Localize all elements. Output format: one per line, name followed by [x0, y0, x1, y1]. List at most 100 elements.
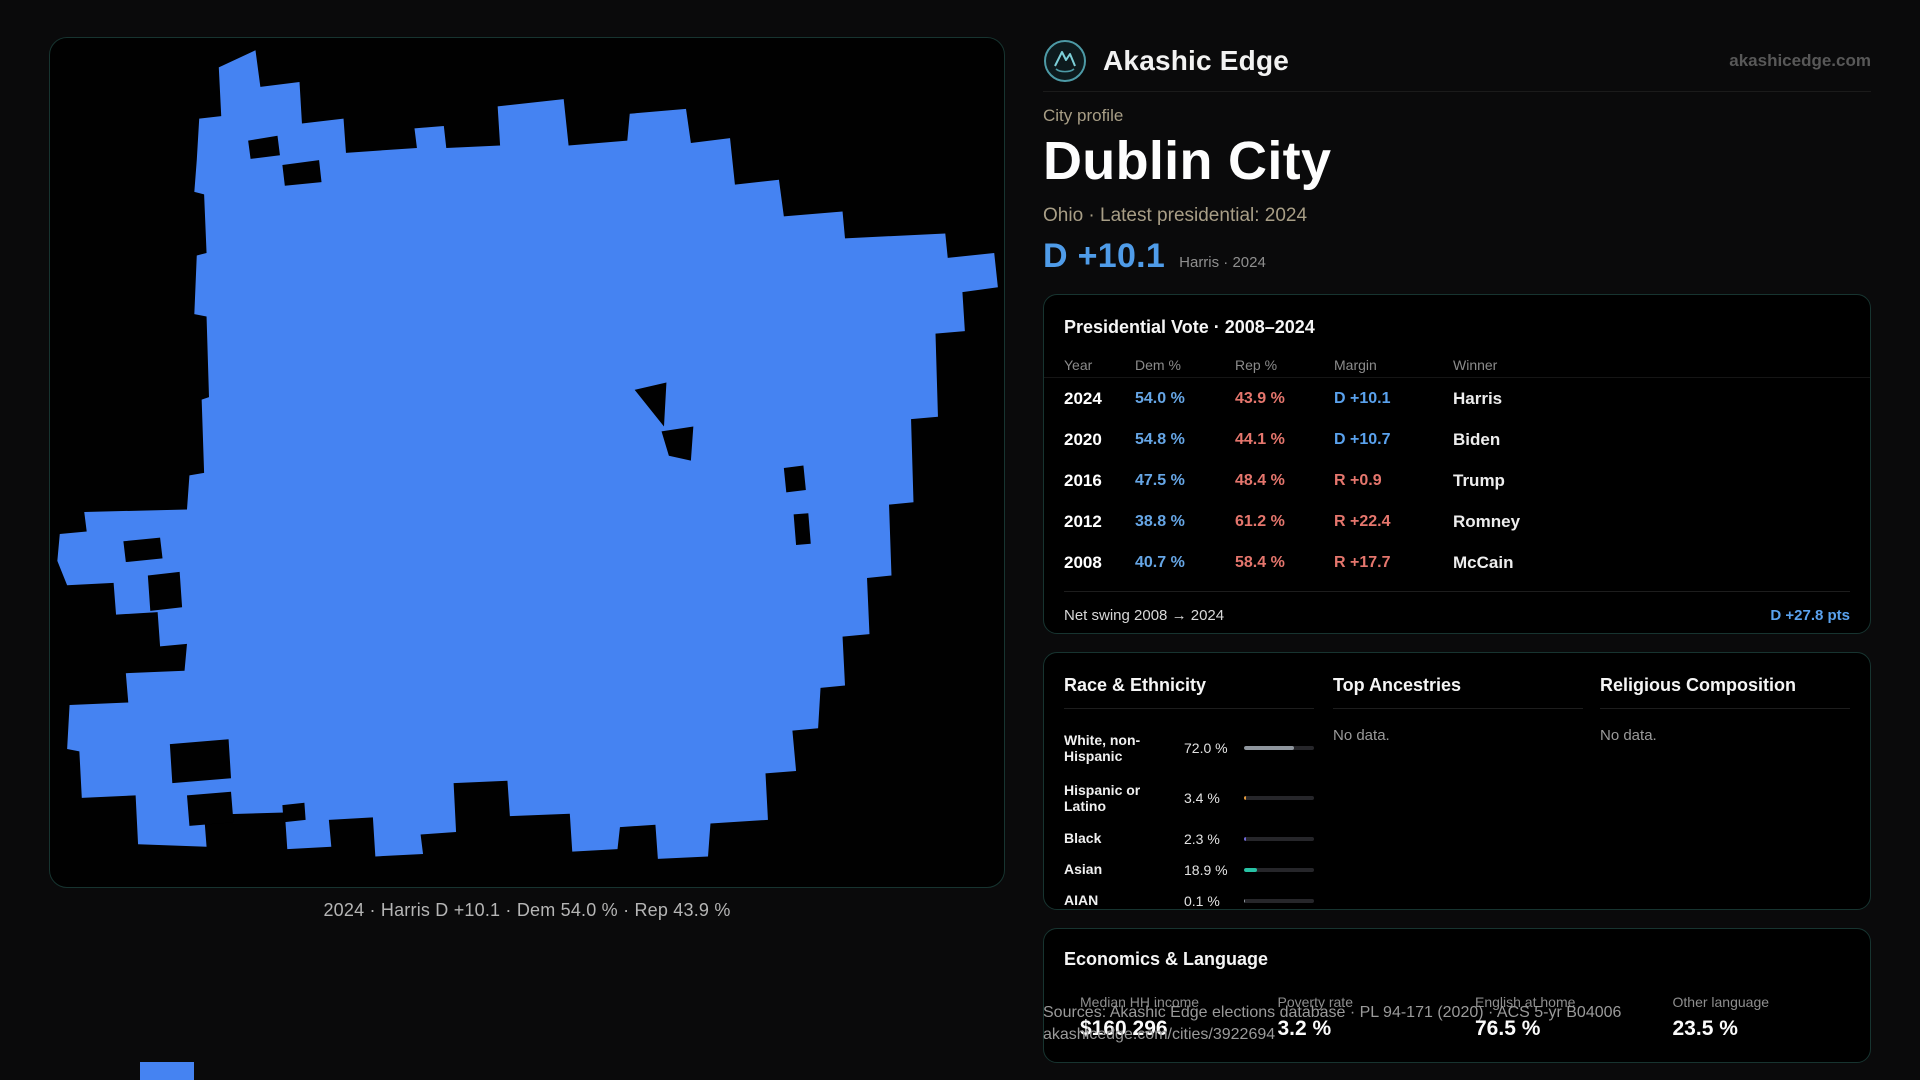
race-ethnicity-section: Race & Ethnicity White, non-Hispanic 72.… [1064, 675, 1314, 916]
stat-english-at-home: English at home 76.5 % [1475, 994, 1673, 1041]
col-dem: Dem % [1135, 356, 1181, 373]
stat-value: 3.2 % [1277, 1017, 1332, 1040]
race-label: Black [1064, 830, 1102, 847]
winner-cell: Trump [1453, 470, 1505, 490]
city-boundary-map [57, 50, 998, 859]
race-label: Asian [1064, 861, 1103, 878]
race-label: AIAN [1064, 892, 1099, 909]
margin-cell: R +17.7 [1334, 553, 1391, 571]
race-row: Black 2.3 % [1064, 823, 1314, 854]
race-value: 72.0 % [1184, 740, 1228, 756]
table-row: 2008 40.7 % 58.4 % R +17.7 McCain [1044, 542, 1870, 583]
dem-cell: 54.0 % [1135, 389, 1185, 407]
race-bar [1244, 796, 1314, 800]
race-value: 18.9 % [1184, 861, 1228, 878]
stat-label: Poverty rate [1277, 994, 1353, 1010]
table-row: 2016 47.5 % 48.4 % R +0.9 Trump [1044, 460, 1870, 501]
dem-cell: 40.7 % [1135, 553, 1185, 571]
stat-label: Median HH income [1080, 994, 1200, 1010]
stat-value: $160 296 [1080, 1017, 1168, 1040]
economics-card-title: Economics & Language [1064, 949, 1269, 969]
race-value: 0.1 % [1184, 892, 1220, 909]
dem-cell: 47.5 % [1135, 471, 1185, 489]
race-row: AIAN 0.1 % [1064, 885, 1314, 916]
race-row: Asian 18.9 % [1064, 854, 1314, 885]
col-margin: Margin [1334, 356, 1377, 373]
year-cell: 2008 [1064, 552, 1102, 572]
rep-cell: 44.1 % [1235, 430, 1285, 448]
stat-other-language: Other language 23.5 % [1673, 994, 1871, 1041]
stat-label: English at home [1475, 994, 1576, 1010]
rep-cell: 58.4 % [1235, 553, 1285, 571]
headline-result: D +10.1 Harris · 2024 [1043, 237, 1266, 276]
map-caption: 2024 · Harris D +10.1 · Dem 54.0 % · Rep… [323, 900, 731, 920]
economics-stats: Median HH income $160 296 Poverty rate 3… [1044, 994, 1870, 1041]
sources-note: Sources: Akashic Edge elections database… [1043, 1004, 1622, 1021]
presidential-card-title: Presidential Vote · 2008–2024 [1064, 317, 1315, 337]
header: Akashic Edge akashicedge.com [1043, 30, 1871, 92]
religious-composition-title: Religious Composition [1600, 675, 1850, 709]
religious-composition-section: Religious Composition No data. [1600, 675, 1850, 744]
city-exclave-fragment [140, 1062, 194, 1080]
winner-cell: Harris [1453, 388, 1503, 408]
city-map-panel [49, 37, 1005, 888]
race-row: Hispanic or Latino 3.4 % [1064, 773, 1314, 823]
margin-cell: D +10.7 [1334, 430, 1391, 448]
year-cell: 2016 [1064, 470, 1102, 490]
stat-value: 23.5 % [1672, 1017, 1738, 1040]
table-row: 2024 54.0 % 43.9 % D +10.1 Harris [1044, 378, 1870, 419]
table-row: 2012 38.8 % 61.2 % R +22.4 Romney [1044, 501, 1870, 542]
race-value: 3.4 % [1184, 790, 1220, 806]
margin-cell: D +10.1 [1334, 389, 1391, 407]
economics-card: Economics & Language Median HH income $1… [1043, 928, 1871, 1063]
brand-name: Akashic Edge [1103, 44, 1290, 76]
city-boundary-holes [123, 135, 811, 826]
top-ancestries-title: Top Ancestries [1333, 675, 1583, 709]
race-bar [1244, 836, 1314, 841]
stat-value: 76.5 % [1475, 1017, 1541, 1040]
city-boundary-shape [57, 50, 998, 859]
presidential-vote-card: Presidential Vote · 2008–2024 Year Dem %… [1043, 294, 1871, 634]
winner-cell: McCain [1453, 552, 1514, 572]
col-winner: Winner [1453, 356, 1498, 373]
race-label: Hispanic or Latino [1064, 781, 1141, 814]
net-swing-row: Net swing 2008 → 2024 D +27.8 pts [1064, 591, 1850, 624]
stat-label: Other language [1672, 994, 1770, 1010]
net-swing-value: D +27.8 pts [1770, 607, 1850, 624]
top-ancestries-section: Top Ancestries No data. [1333, 675, 1583, 744]
winner-cell: Romney [1453, 511, 1521, 531]
net-swing-label: Net swing 2008 → 2024 [1064, 607, 1225, 624]
demographics-card: Race & Ethnicity White, non-Hispanic 72.… [1043, 652, 1871, 910]
religion-no-data: No data. [1600, 727, 1657, 744]
race-bar [1244, 746, 1314, 750]
col-rep: Rep % [1235, 356, 1278, 373]
col-year: Year [1064, 356, 1093, 373]
dem-cell: 38.8 % [1135, 512, 1185, 530]
brand-logo-icon [1043, 39, 1087, 83]
rep-cell: 43.9 % [1235, 389, 1285, 407]
table-row: 2020 54.8 % 44.1 % D +10.7 Biden [1044, 419, 1870, 460]
year-cell: 2020 [1064, 429, 1102, 449]
race-row: White, non-Hispanic 72.0 % [1064, 723, 1314, 773]
race-bar [1244, 867, 1314, 872]
race-rows: White, non-Hispanic 72.0 % Hispanic or L… [1064, 723, 1314, 916]
headline-margin: D +10.1 [1043, 237, 1166, 275]
margin-cell: R +0.9 [1334, 471, 1382, 489]
stat-poverty-rate: Poverty rate 3.2 % [1278, 994, 1476, 1041]
rep-cell: 48.4 % [1235, 471, 1285, 489]
ancestries-no-data: No data. [1333, 727, 1390, 744]
year-cell: 2012 [1064, 511, 1102, 531]
race-label: White, non-Hispanic [1064, 731, 1141, 764]
state-subtitle: Ohio · Latest presidential: 2024 [1043, 205, 1308, 226]
rep-cell: 61.2 % [1235, 512, 1285, 530]
race-bar [1244, 898, 1314, 903]
winner-cell: Biden [1453, 429, 1501, 449]
permalink[interactable]: akashicedge.com/cities/3922694 [1043, 1026, 1276, 1043]
stat-median-income: Median HH income $160 296 [1080, 994, 1278, 1041]
brand-domain-link[interactable]: akashicedge.com [1729, 50, 1871, 70]
table-header: Year Dem % Rep % Margin Winner [1044, 352, 1870, 378]
dem-cell: 54.8 % [1135, 430, 1185, 448]
page-title: Dublin City [1043, 131, 1332, 191]
margin-cell: R +22.4 [1334, 512, 1391, 530]
